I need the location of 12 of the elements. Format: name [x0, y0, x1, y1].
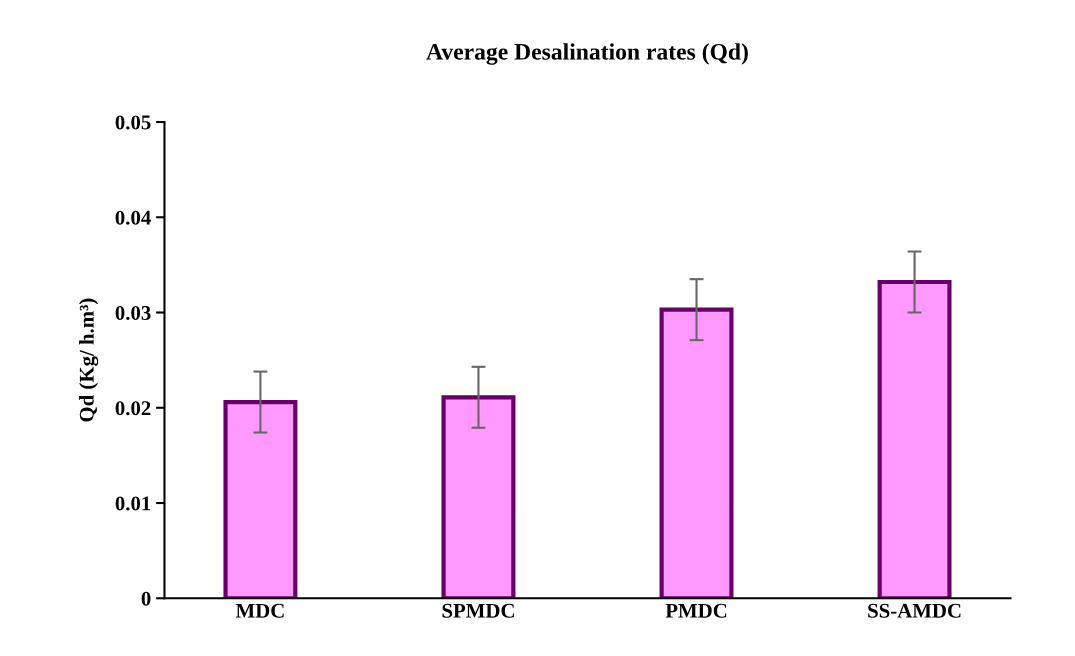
y-tick-label: 0: [141, 591, 151, 606]
y-tick-label: 0.03: [115, 305, 151, 321]
y-tick-label: 0.01: [115, 496, 151, 511]
y-axis-title: Qd (Kg/ h.m³): [79, 298, 99, 422]
chart-title: Average Desalination rates (Qd): [426, 43, 748, 65]
y-tick-label: 0.05: [115, 115, 151, 130]
y-tick-label: 0.02: [115, 401, 151, 416]
y-tick-label: 0.04: [115, 210, 151, 225]
x-tick-label: SS-AMDC: [868, 603, 961, 618]
x-tick-label: PMDC: [665, 603, 727, 618]
x-tick-label: SPMDC: [442, 603, 514, 618]
x-tick-label: MDC: [235, 603, 284, 618]
